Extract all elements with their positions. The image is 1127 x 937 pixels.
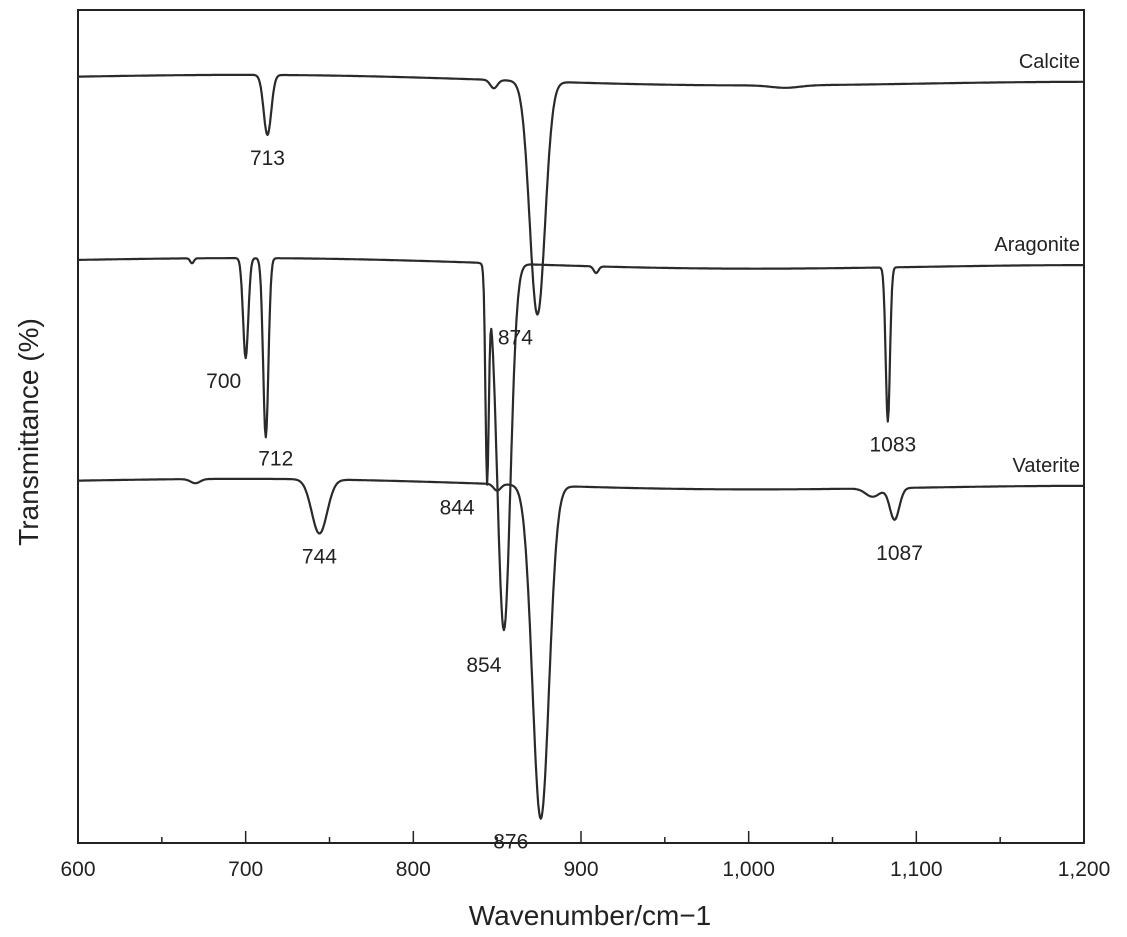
peak-label: 844 (440, 497, 475, 520)
x-tick-label: 1,200 (1058, 858, 1111, 881)
x-axis-title: Wavenumber/cm−1 (469, 900, 712, 931)
x-tick-label: 1,100 (890, 858, 943, 881)
peak-labels: Calcite 713 874 Aragonite 700 712 844 854 1083 Va… (206, 51, 1080, 854)
trace-vaterite (77, 477, 1085, 820)
y-axis-title: Transmittance (%) (13, 318, 44, 546)
peak-label: 744 (302, 546, 337, 569)
x-tick-label: 700 (228, 858, 263, 881)
peak-label: 1087 (876, 542, 923, 565)
x-axis-ticks: 600 700 800 900 1,000 1,100 1,200 (60, 831, 1110, 881)
x-tick-label: 600 (60, 858, 95, 881)
series-label-calcite: Calcite (1019, 51, 1080, 73)
series-label-vaterite: Vaterite (1013, 455, 1080, 477)
x-tick-label: 1,000 (722, 858, 775, 881)
plot-frame (77, 9, 1085, 844)
traces (77, 73, 1085, 820)
peak-label: 876 (493, 831, 528, 854)
series-label-aragonite: Aragonite (994, 234, 1080, 256)
peak-label: 712 (258, 447, 293, 470)
peak-label: 713 (250, 147, 285, 170)
peak-label: 874 (498, 327, 533, 350)
trace-aragonite (77, 257, 1085, 632)
x-tick-label: 900 (563, 858, 598, 881)
peak-label: 700 (206, 370, 241, 393)
peak-label: 854 (466, 654, 501, 677)
x-tick-label: 800 (396, 858, 431, 881)
trace-calcite (77, 73, 1085, 316)
peak-label: 1083 (869, 434, 916, 457)
